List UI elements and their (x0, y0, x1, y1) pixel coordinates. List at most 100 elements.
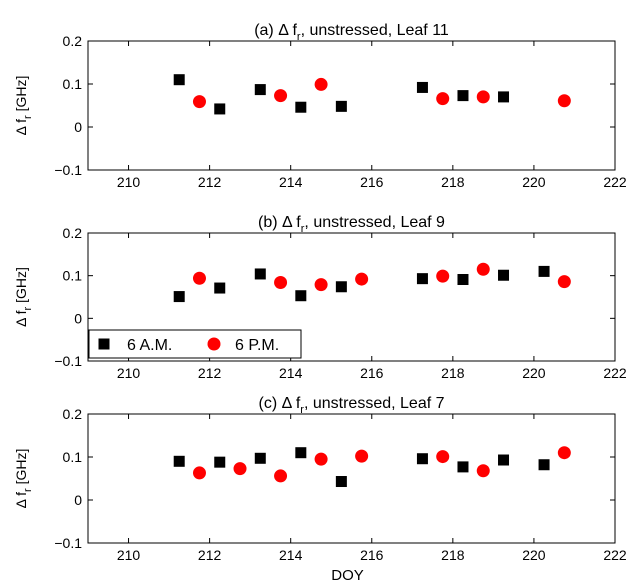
x-tick-label: 216 (360, 174, 384, 190)
y-tick-label: 0.1 (63, 449, 83, 465)
data-point-am (457, 274, 469, 286)
data-point-am (335, 281, 347, 293)
x-tick-label: 210 (117, 365, 141, 381)
x-tick-label: 212 (198, 174, 222, 190)
data-point-am (295, 101, 307, 113)
axes-frame (87, 232, 616, 362)
data-point-pm (557, 94, 571, 108)
x-tick-label: 212 (198, 547, 222, 563)
chart-title-part: , unstressed, Leaf 11 (301, 22, 449, 39)
y-axis-label: Δ fr [GHz] (13, 267, 34, 327)
data-point-am (173, 291, 185, 303)
data-point-am (214, 103, 226, 115)
axes-frame (87, 40, 616, 171)
data-point-pm (557, 446, 571, 460)
legend-label-am: 6 A.M. (127, 337, 172, 354)
axes-frame (87, 413, 616, 544)
data-point-pm (436, 92, 450, 106)
y-axis-label-part: [GHz] (13, 267, 29, 307)
data-point-am (457, 461, 469, 473)
y-axis-label-part: r (22, 488, 34, 492)
y-axis-label-part: [GHz] (13, 449, 29, 489)
chart-title: (b) Δ fr, unstressed, Leaf 9 (258, 214, 445, 235)
chart-title: (c) Δ fr, unstressed, Leaf 7 (259, 395, 445, 416)
legend: 6 A.M. 6 P.M. (88, 329, 302, 359)
y-tick-label: −0.1 (54, 535, 82, 551)
data-point-am (214, 282, 226, 294)
data-point-pm (476, 90, 490, 104)
data-point-pm (436, 450, 450, 464)
legend-label-pm: 6 P.M. (235, 337, 279, 354)
data-point-am (498, 454, 510, 466)
x-tick-label: 212 (198, 365, 222, 381)
data-point-am (335, 476, 347, 488)
data-point-am (457, 90, 469, 102)
chart-title-part: , unstressed, Leaf 7 (304, 395, 445, 412)
y-axis-label-part: r (22, 115, 34, 119)
chart-title-part: , unstressed, Leaf 9 (304, 214, 445, 231)
x-tick-label: 210 (117, 547, 141, 563)
y-tick-label: −0.1 (54, 162, 82, 178)
y-tick-label: 0 (74, 492, 82, 508)
y-axis-label-part: r (22, 306, 34, 310)
data-point-pm (274, 469, 288, 483)
data-point-pm (355, 272, 369, 286)
data-point-am (173, 455, 185, 467)
x-tick-label: 220 (522, 174, 546, 190)
data-point-am (254, 84, 266, 96)
data-point-pm (233, 462, 247, 476)
data-point-pm (192, 466, 206, 480)
y-tick-label: 0.1 (63, 268, 83, 284)
chart-title-part: r (300, 404, 304, 416)
data-point-pm (274, 275, 288, 289)
x-tick-label: 214 (279, 547, 303, 563)
y-axis-label: Δ fr [GHz] (13, 449, 34, 509)
data-point-am (416, 453, 428, 465)
data-point-pm (192, 271, 206, 285)
y-tick-label: 0.2 (63, 406, 83, 422)
y-axis-label-part: Δ f (13, 492, 29, 508)
chart-title-part: r (301, 223, 305, 235)
y-tick-label: 0.2 (63, 225, 83, 241)
chart-title-part: (c) Δ f (259, 395, 301, 412)
data-point-am (295, 290, 307, 302)
y-tick-label: 0.2 (63, 33, 83, 49)
data-point-am (538, 459, 550, 471)
data-point-am (498, 91, 510, 103)
x-tick-label: 216 (360, 365, 384, 381)
y-axis-label-part: Δ f (13, 119, 29, 135)
data-point-am (254, 268, 266, 280)
data-point-am (416, 81, 428, 93)
data-point-am (335, 100, 347, 112)
x-tick-label: 218 (441, 547, 465, 563)
x-tick-label: 214 (279, 365, 303, 381)
x-tick-label: 222 (603, 174, 627, 190)
legend-marker-am (98, 338, 110, 350)
chart-title: (a) Δ fr, unstressed, Leaf 11 (254, 22, 449, 43)
x-tick-label: 210 (117, 174, 141, 190)
panel-0: (a) Δ fr, unstressed, Leaf 11Δ fr [GHz]2… (13, 22, 627, 190)
x-tick-label: 218 (441, 174, 465, 190)
data-point-am (173, 74, 185, 86)
y-axis-label-part: [GHz] (13, 76, 29, 116)
y-tick-label: 0.1 (63, 76, 83, 92)
x-tick-label: 222 (603, 365, 627, 381)
panel-2: (c) Δ fr, unstressed, Leaf 7Δ fr [GHz]21… (13, 395, 627, 584)
y-axis-label-part: Δ f (13, 310, 29, 326)
data-point-pm (314, 77, 328, 91)
data-point-am (498, 269, 510, 281)
data-point-pm (192, 95, 206, 109)
y-axis-label: Δ fr [GHz] (13, 76, 34, 136)
data-point-am (416, 273, 428, 285)
x-tick-label: 220 (522, 365, 546, 381)
y-tick-label: 0 (74, 310, 82, 326)
chart-title-part: r (297, 31, 301, 43)
panel-1: (b) Δ fr, unstressed, Leaf 9Δ fr [GHz]21… (13, 214, 627, 381)
data-point-am (214, 456, 226, 468)
x-tick-label: 216 (360, 547, 384, 563)
data-point-pm (274, 89, 288, 103)
x-axis-label: DOY (331, 567, 364, 584)
chart-title-part: (b) Δ f (258, 214, 301, 231)
data-point-pm (314, 452, 328, 466)
